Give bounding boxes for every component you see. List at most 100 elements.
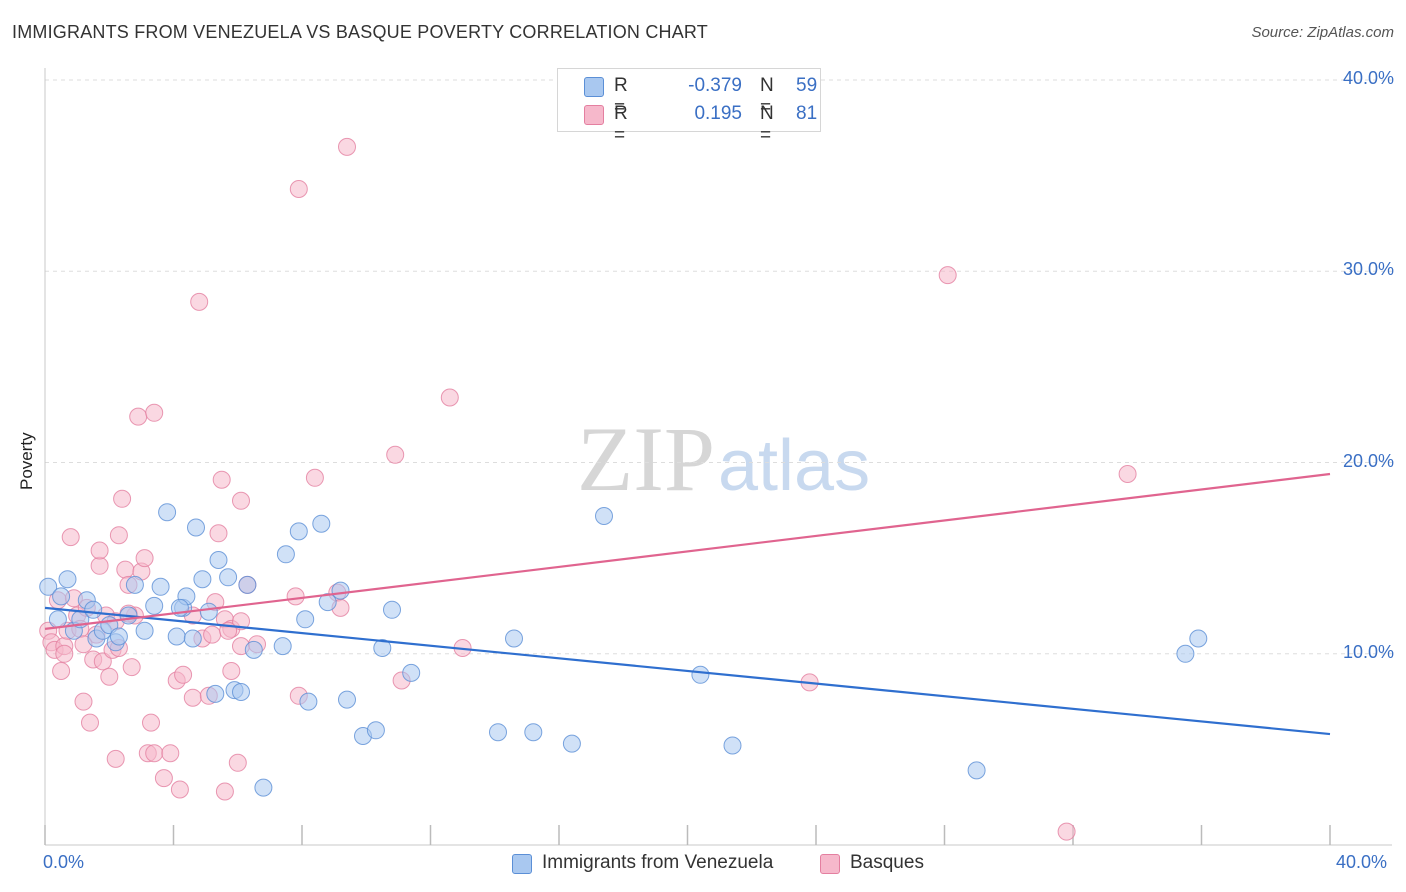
point-venezuela: [52, 587, 71, 606]
point-basques: [440, 388, 459, 407]
series-swatch-basques: [820, 854, 840, 874]
legend-swatch-venezuela: [584, 77, 604, 97]
y-tick-label: 10.0%: [1342, 641, 1394, 662]
chart-title: IMMIGRANTS FROM VENEZUELA VS BASQUE POVE…: [12, 22, 708, 42]
point-basques: [305, 468, 324, 487]
point-venezuela: [318, 593, 337, 612]
point-basques: [93, 652, 112, 671]
point-basques: [174, 665, 193, 684]
y-tick-label: 30.0%: [1342, 259, 1394, 280]
point-venezuela: [383, 600, 401, 619]
point-basques: [289, 180, 308, 198]
legend-n-value: 81: [796, 103, 818, 124]
point-venezuela: [366, 721, 385, 740]
y-tick-label: 40.0%: [1342, 68, 1394, 88]
trend-line-venezuela: [44, 606, 1331, 736]
watermark-zip: ZIP: [577, 408, 715, 510]
point-venezuela: [219, 568, 238, 587]
point-basques: [61, 528, 80, 547]
x-tick-label-min: 0.0%: [43, 852, 85, 872]
point-venezuela: [524, 723, 543, 742]
point-venezuela: [505, 629, 523, 648]
point-venezuela: [232, 683, 250, 701]
point-venezuela: [244, 640, 263, 659]
point-basques: [113, 489, 132, 508]
point-venezuela: [595, 507, 613, 525]
point-venezuela: [151, 577, 170, 596]
point-venezuela: [562, 734, 581, 753]
watermark-atlas: atlas: [718, 426, 870, 506]
point-venezuela: [135, 621, 154, 640]
x-tick-label-max: 40.0%: [1336, 852, 1388, 872]
point-basques: [109, 526, 128, 545]
point-basques: [232, 491, 250, 510]
legend-n-label: N =: [760, 103, 774, 146]
point-venezuela: [125, 575, 144, 594]
point-basques: [212, 470, 231, 489]
point-venezuela: [193, 570, 212, 589]
trend-lines: [44, 472, 1331, 736]
point-basques: [183, 688, 202, 707]
point-basques: [209, 524, 228, 543]
point-venezuela: [238, 575, 257, 594]
y-tick-label: 20.0%: [1342, 450, 1394, 471]
point-venezuela: [145, 596, 164, 615]
legend-r-label: R =: [614, 75, 628, 118]
point-basques: [286, 587, 305, 606]
point-venezuela: [296, 610, 315, 629]
point-basques: [190, 292, 209, 311]
point-venezuela: [312, 514, 331, 533]
point-basques: [338, 137, 356, 156]
point-venezuela: [299, 692, 318, 711]
legend-r-value: -0.379: [688, 75, 742, 96]
point-basques: [90, 556, 109, 575]
point-basques: [100, 667, 119, 686]
point-basques: [145, 403, 164, 422]
series-label-basques: Basques: [850, 852, 924, 873]
point-venezuela: [84, 600, 103, 619]
point-basques: [222, 662, 241, 680]
point-venezuela: [373, 639, 392, 657]
point-venezuela: [199, 602, 218, 621]
point-venezuela: [289, 522, 308, 541]
legend-n-label: N =: [760, 75, 774, 118]
point-basques: [154, 769, 173, 788]
point-basques: [145, 744, 164, 763]
point-venezuela: [109, 627, 128, 646]
correlation-legend: R = -0.379 N = 59 R = 0.195 N = 81: [557, 68, 821, 146]
series-swatch-venezuela: [512, 854, 532, 874]
point-basques: [90, 541, 109, 560]
point-venezuela: [39, 577, 58, 596]
point-basques: [215, 782, 234, 801]
point-venezuela: [1176, 644, 1195, 663]
point-venezuela: [273, 637, 292, 656]
point-basques: [938, 266, 957, 285]
point-basques: [74, 692, 93, 711]
point-venezuela: [338, 690, 356, 709]
point-venezuela: [58, 570, 77, 589]
point-venezuela: [723, 736, 742, 755]
point-basques: [161, 744, 180, 763]
point-basques: [55, 644, 74, 663]
point-venezuela: [254, 778, 273, 797]
point-venezuela: [48, 610, 67, 629]
point-venezuela: [206, 684, 225, 703]
point-basques: [1057, 822, 1076, 841]
point-basques: [135, 549, 154, 568]
point-venezuela: [489, 723, 507, 742]
point-venezuela: [331, 581, 350, 600]
point-venezuela: [183, 629, 202, 648]
point-basques: [81, 713, 99, 732]
point-venezuela: [1189, 629, 1208, 648]
point-basques: [203, 625, 222, 644]
point-venezuela: [167, 627, 186, 646]
point-basques: [129, 407, 148, 426]
legend-r-label: R =: [614, 103, 628, 146]
point-venezuela: [187, 518, 205, 537]
series-legend: Immigrants from Venezuela Basques: [0, 852, 1406, 878]
point-basques: [386, 445, 405, 464]
point-venezuela: [209, 551, 228, 569]
series-label-venezuela: Immigrants from Venezuela: [542, 852, 774, 873]
point-basques: [228, 753, 247, 772]
